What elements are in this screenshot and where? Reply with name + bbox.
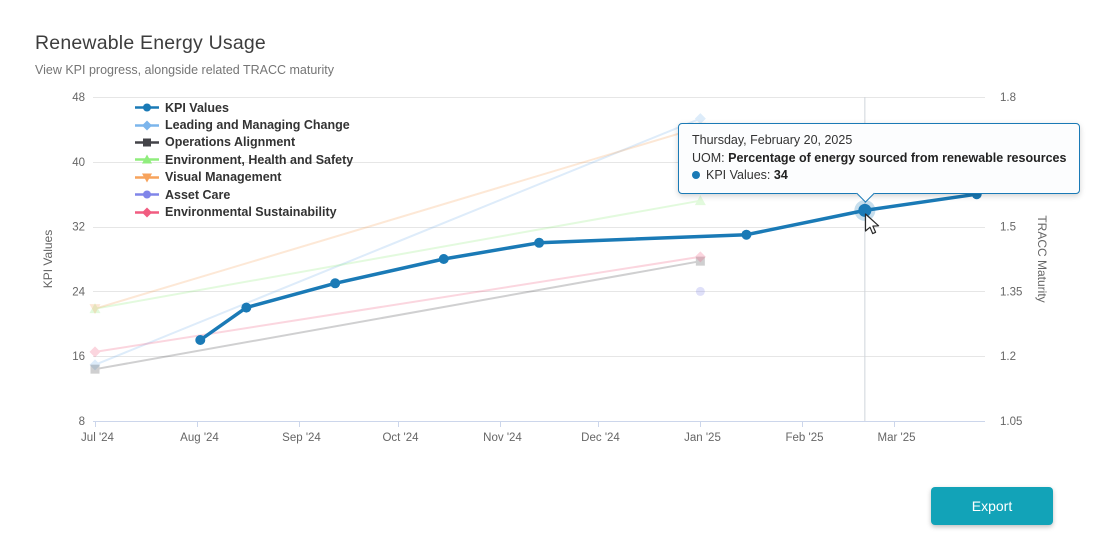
svg-text:40: 40 — [72, 157, 85, 169]
svg-text:Aug '24: Aug '24 — [180, 432, 219, 444]
tooltip-series-value: 34 — [773, 168, 788, 182]
series-asset-care[interactable] — [695, 286, 705, 296]
legend-item-environment-health-and-safety[interactable]: Environment, Health and Safety — [134, 151, 353, 168]
tooltip-series-label: KPI Values: — [706, 168, 771, 182]
svg-text:Mar '25: Mar '25 — [878, 432, 916, 444]
legend-item-operations-alignment[interactable]: Operations Alignment — [134, 134, 353, 151]
svg-text:Oct '24: Oct '24 — [382, 432, 419, 444]
svg-text:48: 48 — [72, 92, 85, 104]
tooltip-date: Thursday, February 20, 2025 — [692, 133, 853, 147]
legend-item-kpi-values[interactable]: KPI Values — [134, 99, 353, 116]
tooltip-uom-label: UOM: — [692, 150, 725, 165]
svg-text:1.5: 1.5 — [1000, 222, 1016, 234]
legend-item-visual-management[interactable]: Visual Management — [134, 169, 353, 186]
y-left-labels: 8 16 24 32 40 48 — [72, 92, 85, 428]
svg-text:Sep '24: Sep '24 — [282, 432, 321, 444]
legend-item-asset-care[interactable]: Asset Care — [134, 186, 353, 203]
svg-text:1.2: 1.2 — [1000, 351, 1016, 363]
svg-text:1.05: 1.05 — [1000, 416, 1022, 428]
legend-item-leading-and-managing-change[interactable]: Leading and Managing Change — [134, 116, 353, 133]
legend-item-label: Operations Alignment — [165, 135, 296, 150]
legend-marker-environment-health-and-safety-icon — [135, 154, 159, 164]
legend-marker-environmental-sustainability-icon — [135, 207, 159, 218]
svg-text:24: 24 — [72, 286, 85, 298]
right-axis-title: TRACC Maturity — [1035, 215, 1049, 303]
legend-marker-kpi-values-icon — [135, 103, 159, 112]
page-title: Renewable Energy Usage — [35, 32, 266, 54]
legend-item-label: Environmental Sustainability — [165, 205, 337, 220]
svg-text:Jan '25: Jan '25 — [684, 432, 721, 444]
legend-marker-operations-alignment-icon — [135, 138, 159, 147]
svg-text:1.8: 1.8 — [1000, 92, 1016, 104]
series-kpi-values[interactable] — [195, 189, 982, 345]
series-operations-alignment[interactable] — [90, 256, 705, 374]
svg-text:1.35: 1.35 — [1000, 286, 1022, 298]
legend-item-label: Visual Management — [165, 170, 282, 185]
legend-item-environmental-sustainability[interactable]: Environmental Sustainability — [134, 203, 353, 220]
series-leading-and-managing-change[interactable] — [89, 113, 706, 371]
left-axis-title: KPI Values — [41, 229, 55, 289]
legend-item-label: KPI Values — [165, 100, 229, 115]
legend-item-label: Leading and Managing Change — [165, 118, 350, 133]
svg-text:Nov '24: Nov '24 — [483, 432, 522, 444]
legend-marker-visual-management-icon — [135, 173, 159, 183]
kpi-values-bullet-icon — [692, 171, 700, 179]
svg-text:8: 8 — [79, 416, 85, 428]
series-environment-health-and-safety[interactable] — [89, 195, 706, 314]
tooltip-uom: UOM: Percentage of energy sourced from r… — [692, 150, 1066, 168]
x-axis: Jul '24 Aug '24 Sep '24 Oct '24 Nov '24 Dec '… — [81, 421, 985, 444]
svg-text:Jul '24: Jul '24 — [81, 432, 114, 444]
legend-item-label: Asset Care — [165, 187, 231, 202]
svg-text:32: 32 — [72, 222, 85, 234]
tooltip-uom-value: Percentage of energy sourced from renewa… — [728, 150, 1067, 165]
svg-text:Feb '25: Feb '25 — [786, 432, 824, 444]
tooltip-series-row: KPI Values: 34 — [692, 167, 1066, 185]
chart-tooltip: Thursday, February 20, 2025 UOM: Percent… — [678, 123, 1081, 203]
page-subtitle: View KPI progress, alongside related TRA… — [35, 63, 334, 77]
legend-marker-leading-and-managing-change-icon — [135, 120, 159, 131]
chart-legend: KPI Values Leading and Managing Change Ope… — [134, 99, 353, 221]
svg-text:Dec '24: Dec '24 — [581, 432, 620, 444]
legend-item-label: Environment, Health and Safety — [165, 152, 354, 167]
svg-text:16: 16 — [72, 351, 85, 363]
export-button[interactable]: Export — [931, 487, 1053, 525]
series-environmental-sustainability[interactable] — [89, 251, 706, 358]
legend-marker-asset-care-icon — [135, 190, 159, 199]
